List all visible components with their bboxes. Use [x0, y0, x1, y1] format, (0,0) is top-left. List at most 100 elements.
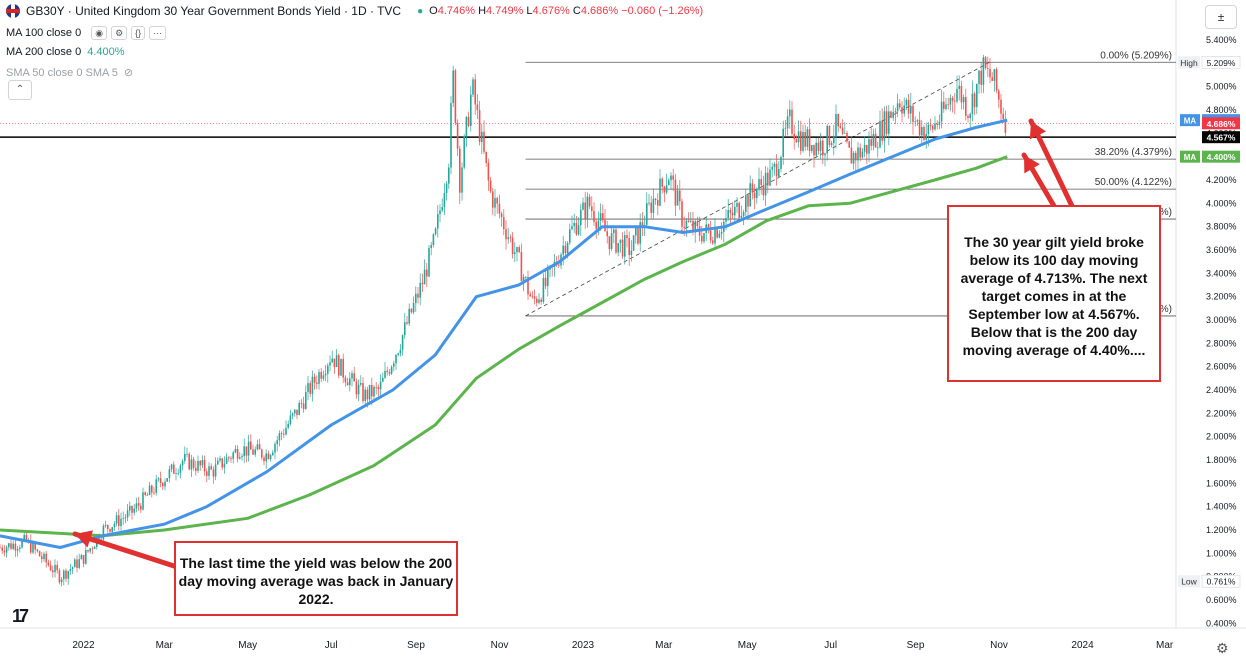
candle-body — [76, 559, 78, 568]
candle-body — [250, 441, 252, 450]
candle-body — [190, 459, 193, 470]
symbol-title[interactable]: GB30Y · United Kingdom 30 Year Governmen… — [26, 4, 402, 18]
collapse-indicators-button[interactable]: ⌃ — [8, 80, 32, 100]
candle-body — [751, 183, 754, 193]
candle-body — [758, 179, 760, 189]
candle-body — [740, 215, 743, 218]
candle-body — [140, 505, 142, 510]
candle-body — [45, 553, 47, 563]
candle-body — [129, 505, 131, 511]
candle-body — [351, 373, 353, 379]
time-tick-label: Sep — [907, 640, 925, 651]
candle-body — [34, 543, 36, 550]
add-symbol-button[interactable]: ± — [1205, 5, 1237, 29]
time-tick-label: Jul — [824, 640, 837, 651]
candle-body — [269, 455, 272, 460]
indicator-controls[interactable]: ◉ ⚙ {} ⋯ — [91, 26, 167, 40]
candle-body — [93, 547, 96, 549]
candle-body — [419, 282, 421, 298]
candle-body — [857, 147, 859, 161]
time-tick-label: May — [738, 640, 757, 651]
candle-body — [472, 79, 474, 95]
candle-body — [725, 218, 727, 222]
ma100-price-tag-badge-text: MA — [1184, 117, 1197, 126]
candle-body — [395, 354, 397, 364]
candle-body — [487, 162, 490, 181]
candle-body — [272, 452, 274, 456]
candle-body — [49, 565, 52, 571]
candle-body — [474, 79, 476, 105]
candle-body — [883, 111, 886, 141]
candle-body — [329, 362, 331, 366]
candle-body — [437, 214, 439, 229]
time-tick-label: Nov — [990, 640, 1008, 651]
time-tick-label: Mar — [156, 640, 174, 651]
candle-body — [769, 169, 771, 186]
candle-body — [377, 387, 380, 390]
candle-body — [764, 172, 767, 196]
candle-body — [234, 449, 237, 453]
price-tick-label: 0.400% — [1206, 618, 1237, 628]
candle-body — [824, 153, 826, 156]
candle-body — [718, 233, 721, 238]
candle-body — [965, 97, 967, 116]
price-tick-label: 5.000% — [1206, 82, 1237, 92]
time-tick-label: Nov — [491, 640, 509, 651]
hidden-eye-icon[interactable]: ⊘ — [123, 67, 134, 79]
candle-body — [958, 85, 960, 89]
candle-body — [760, 179, 762, 185]
indicator-ma200[interactable]: MA 200 close 0 4.400% — [6, 46, 125, 58]
candle-body — [439, 210, 441, 215]
candle-body — [580, 209, 582, 226]
candle-body — [533, 296, 536, 299]
candle-body — [775, 163, 778, 177]
candle-body — [925, 133, 927, 140]
candle-body — [243, 446, 245, 457]
source-code-icon[interactable]: {} — [131, 26, 146, 40]
time-tick-label: May — [238, 640, 257, 651]
candle-body — [848, 141, 850, 148]
time-tick-label: Mar — [655, 640, 673, 651]
indicator-ma100[interactable]: MA 100 close 0 ◉ ⚙ {} ⋯ — [6, 26, 167, 40]
candle-body — [30, 540, 32, 553]
candle-body — [364, 389, 366, 401]
candle-body — [987, 68, 989, 69]
candle-body — [518, 247, 520, 252]
candle-body — [745, 195, 747, 213]
chart-settings-icon[interactable]: ⚙ — [1216, 640, 1229, 656]
ma200-price-tag — [1202, 150, 1240, 163]
candle-body — [43, 553, 45, 560]
candle-body — [835, 113, 837, 137]
candle-body — [131, 505, 133, 513]
candle-body — [813, 145, 815, 156]
candle-body — [874, 133, 877, 148]
candle-body — [69, 569, 72, 572]
candle-body — [749, 183, 751, 207]
annotation-right-box: The 30 year gilt yield broke below its 1… — [947, 205, 1161, 382]
candle-body — [36, 549, 39, 552]
candle-body — [692, 220, 694, 233]
candle-body — [500, 213, 503, 218]
candle-body — [74, 559, 76, 568]
candle-body — [657, 199, 659, 206]
visibility-icon[interactable]: ◉ — [91, 26, 108, 40]
candle-body — [432, 234, 435, 246]
candle-body — [151, 485, 153, 493]
candle-body — [142, 492, 144, 510]
candle-body — [531, 296, 534, 298]
candle-body — [496, 198, 498, 204]
candle-body — [333, 358, 336, 368]
low-price-tag-badge — [1178, 575, 1200, 588]
indicator-sma[interactable]: SMA 50 close 0 SMA 5 ⊘ — [6, 66, 134, 80]
candle-body — [415, 293, 417, 304]
time-tick-label: Mar — [1156, 640, 1174, 651]
candle-body — [10, 543, 12, 549]
settings-icon[interactable]: ⚙ — [111, 26, 128, 40]
candle-body — [844, 132, 846, 134]
price-tick-label: 3.400% — [1206, 268, 1237, 278]
candle-body — [668, 180, 670, 186]
candle-body — [344, 377, 347, 383]
more-icon[interactable]: ⋯ — [149, 26, 167, 40]
low-price-tag-badge-text: Low — [1181, 577, 1197, 587]
